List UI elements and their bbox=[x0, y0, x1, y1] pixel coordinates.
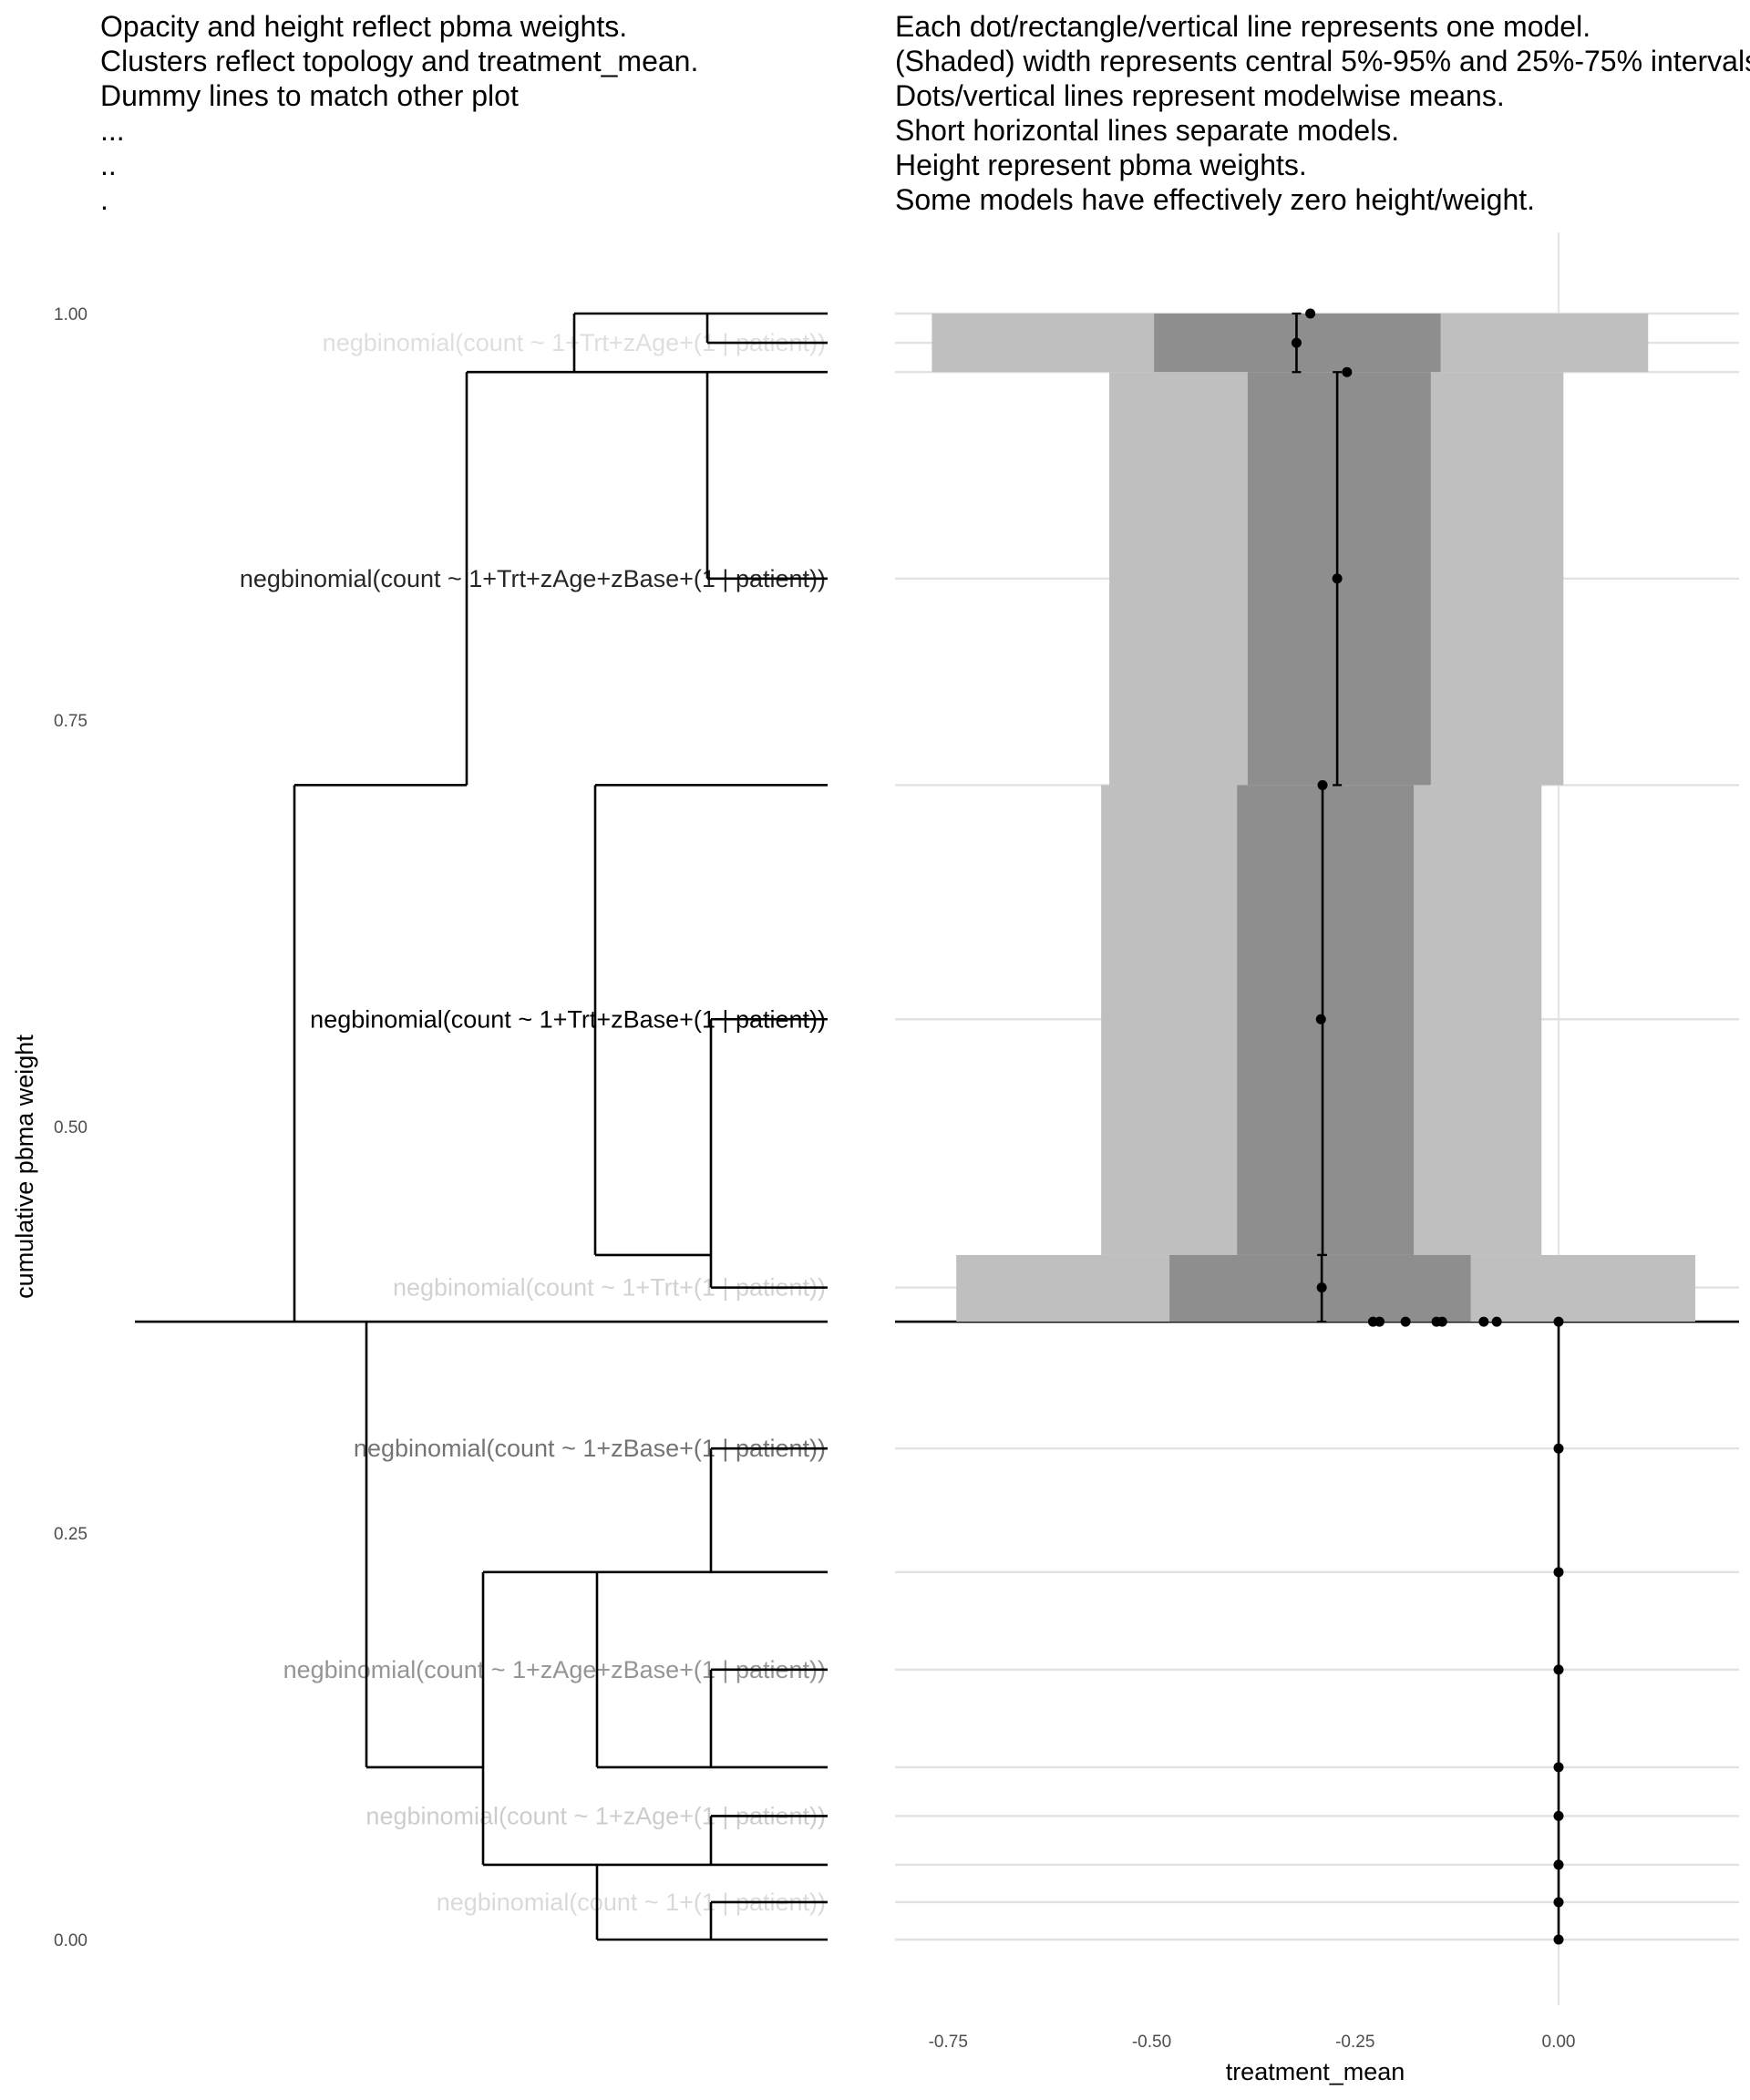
x-tick-label: -0.25 bbox=[1335, 2033, 1374, 2052]
right-caption-line: Dots/vertical lines represent modelwise … bbox=[895, 79, 1505, 112]
x-tick-label: -0.75 bbox=[929, 2033, 968, 2052]
mean-point bbox=[1553, 1443, 1564, 1454]
model-labels: negbinomial(count ~ 1+Trt+zAge+(1 | pati… bbox=[240, 329, 826, 1916]
y-tick-label: 0.00 bbox=[54, 1931, 88, 1951]
model-label: negbinomial(count ~ 1+Trt+zAge+(1 | pati… bbox=[323, 329, 826, 356]
right-caption: Each dot/rectangle/vertical line represe… bbox=[895, 10, 1750, 216]
dendrogram-panel: negbinomial(count ~ 1+Trt+zAge+(1 | pati… bbox=[11, 305, 828, 1951]
mean-point bbox=[1491, 1316, 1502, 1327]
left-caption-line: ... bbox=[100, 114, 125, 147]
mean-point bbox=[1553, 1934, 1564, 1945]
model-label: negbinomial(count ~ 1+zAge+zBase+(1 | pa… bbox=[283, 1656, 826, 1683]
mean-point bbox=[1305, 308, 1316, 319]
x-tick-label: -0.50 bbox=[1132, 2033, 1171, 2052]
left-caption: Opacity and height reflect pbma weights.… bbox=[100, 10, 698, 216]
mean-point bbox=[1436, 1316, 1447, 1327]
left-caption-line: Clusters reflect topology and treatment_… bbox=[100, 45, 698, 77]
left-caption-line: . bbox=[100, 183, 108, 216]
dendrogram-branches bbox=[135, 312, 828, 1941]
mean-points bbox=[1291, 308, 1564, 1945]
mean-point bbox=[1400, 1316, 1411, 1327]
mean-point bbox=[1553, 1316, 1564, 1327]
right-caption-line: Each dot/rectangle/vertical line represe… bbox=[895, 10, 1590, 43]
right-caption-line: Height represent pbma weights. bbox=[895, 149, 1307, 181]
x-axis-ticks: -0.75 -0.50 -0.25 0.00 bbox=[929, 2033, 1576, 2052]
model-label: negbinomial(count ~ 1+zBase+(1 | patient… bbox=[354, 1435, 826, 1462]
y-tick-label: 0.25 bbox=[54, 1525, 88, 1544]
mean-point bbox=[1342, 366, 1353, 377]
mean-point bbox=[1478, 1316, 1489, 1327]
x-axis-title: treatment_mean bbox=[1226, 2058, 1405, 2085]
right-caption-line: (Shaded) width represents central 5%-95%… bbox=[895, 45, 1750, 77]
left-caption-line: Opacity and height reflect pbma weights. bbox=[100, 10, 627, 43]
y-tick-label: 0.75 bbox=[54, 712, 88, 731]
model-label: negbinomial(count ~ 1+zAge+(1 | patient)… bbox=[365, 1802, 826, 1829]
interval-blocks bbox=[932, 314, 1696, 1323]
right-caption-line: Short horizontal lines separate models. bbox=[895, 114, 1399, 147]
interval-panel: -0.75 -0.50 -0.25 0.00 treatment_mean bbox=[895, 232, 1739, 2085]
model-label: negbinomial(count ~ 1+Trt+zAge+zBase+(1 … bbox=[240, 565, 826, 592]
mean-point bbox=[1553, 1859, 1564, 1870]
mean-point bbox=[1553, 1567, 1564, 1578]
mean-point bbox=[1374, 1316, 1385, 1327]
y-axis-ticks: 1.00 0.75 0.50 0.25 0.00 bbox=[54, 305, 88, 1951]
y-tick-label: 0.50 bbox=[54, 1118, 88, 1138]
mean-point bbox=[1553, 1897, 1564, 1908]
y-tick-label: 1.00 bbox=[54, 305, 88, 324]
mean-point bbox=[1317, 779, 1328, 790]
mean-point bbox=[1316, 1282, 1327, 1293]
model-label: negbinomial(count ~ 1+Trt+(1 | patient)) bbox=[393, 1274, 826, 1302]
mean-point bbox=[1315, 1014, 1326, 1024]
y-axis-title: cumulative pbma weight bbox=[11, 1035, 38, 1299]
model-label: negbinomial(count ~ 1+Trt+zBase+(1 | pat… bbox=[310, 1005, 826, 1033]
model-label: negbinomial(count ~ 1+(1 | patient)) bbox=[437, 1889, 826, 1916]
left-caption-line: .. bbox=[100, 149, 117, 181]
right-caption-line: Some models have effectively zero height… bbox=[895, 183, 1535, 216]
mean-point bbox=[1332, 573, 1343, 584]
mean-point bbox=[1553, 1810, 1564, 1821]
mean-point bbox=[1291, 337, 1302, 348]
mean-point bbox=[1553, 1762, 1564, 1773]
x-tick-label: 0.00 bbox=[1542, 2033, 1576, 2052]
left-caption-line: Dummy lines to match other plot bbox=[100, 79, 519, 112]
mean-point bbox=[1553, 1664, 1564, 1675]
